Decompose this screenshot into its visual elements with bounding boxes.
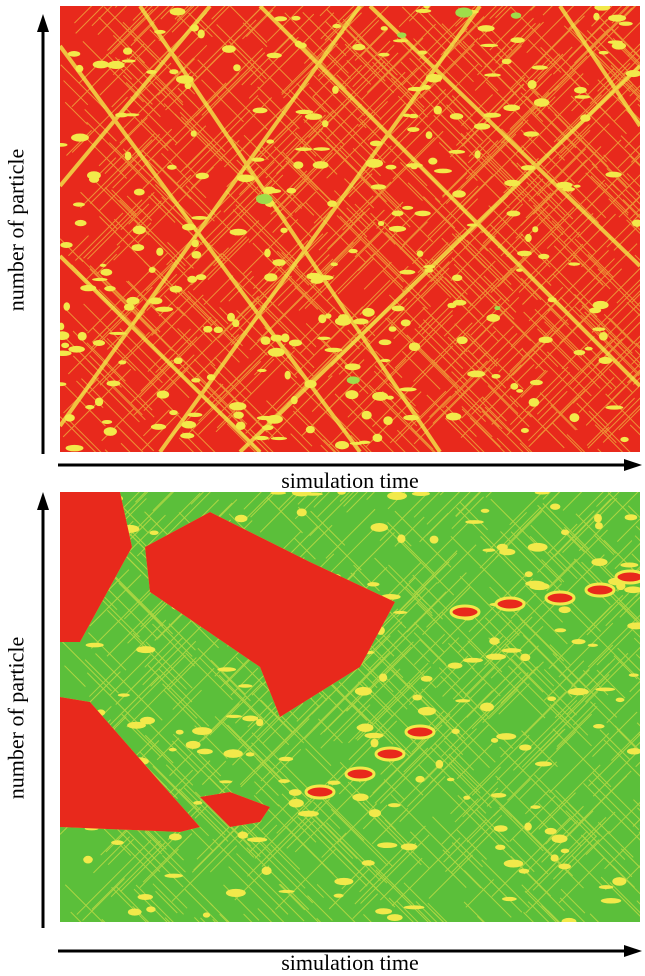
bottom-x-axis-label: simulation time [281, 950, 419, 975]
top-x-axis-arrow [58, 458, 642, 472]
top-y-axis-arrow [36, 14, 50, 454]
top-panel: number of particle simulation time [3, 6, 642, 488]
bottom-y-axis-arrow [36, 492, 50, 928]
bottom-x-axis-arrow [58, 944, 642, 958]
bottom-y-axis-label: number of particle [3, 636, 28, 800]
top-y-axis-label: number of particle [3, 148, 28, 312]
top-x-axis-label: simulation time [281, 470, 419, 488]
top-heatmap [60, 6, 640, 452]
bottom-heatmap [60, 492, 640, 922]
bottom-panel: number of particle simulation time [0, 488, 645, 976]
